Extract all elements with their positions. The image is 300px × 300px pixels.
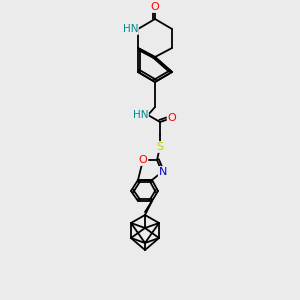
- Text: S: S: [156, 142, 164, 152]
- Text: N: N: [159, 167, 167, 177]
- Text: O: O: [139, 155, 147, 165]
- Text: HN: HN: [133, 110, 148, 120]
- Text: O: O: [151, 2, 159, 12]
- Text: HN: HN: [122, 24, 138, 34]
- Text: O: O: [168, 113, 176, 123]
